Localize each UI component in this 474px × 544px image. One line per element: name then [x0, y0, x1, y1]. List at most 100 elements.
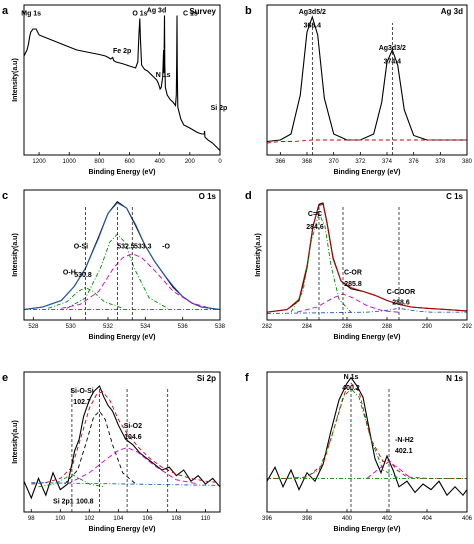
panel-f-xtick-label-4: 404 — [422, 516, 433, 522]
panel-f-xtick-label-1: 398 — [302, 516, 313, 522]
panel-b-series-1 — [266, 139, 467, 144]
panel-a-annotation-2: O 1s — [132, 11, 147, 18]
panel-f-xtick-label-2: 400 — [342, 516, 353, 522]
panel-c-series-2 — [48, 286, 124, 309]
panel-c-series-0 — [23, 200, 221, 311]
panel-f-frame — [266, 371, 468, 513]
panel-d-series-2 — [290, 212, 352, 313]
panel-f-xlabel: Binding Energy (eV) — [334, 526, 401, 533]
panel-e-xlabel: Binding Energy (eV) — [89, 526, 156, 533]
panel-d-series-3 — [296, 293, 400, 313]
panel-a: 1200 1000 800 600 400 200 0 a Survey Binding Ener… — [2, 4, 228, 176]
panel-b-xtick-label-7: 380 — [462, 159, 473, 165]
panel-b-letter: b — [245, 5, 252, 17]
panel-d-letter: d — [245, 190, 252, 202]
panel-a-annotation-6: Si 2p — [211, 105, 228, 112]
panel-c-series-1 — [23, 202, 221, 311]
panel-d-xtick-label-2: 286 — [342, 324, 353, 330]
panel-b-annotation-1: 368.4 — [304, 23, 322, 30]
panel-f-title: N 1s — [446, 374, 463, 383]
panel-e-letter: e — [2, 372, 8, 384]
panel-d-series-1 — [266, 203, 468, 313]
panel-a-xlabel: Binding Energy (eV) — [89, 169, 156, 176]
panel-d-series-0 — [266, 202, 468, 313]
panel-b-xtick-label-4: 374 — [382, 159, 393, 165]
panel-f-letter: f — [245, 372, 249, 384]
panel-c-xtick-label-2: 532 — [103, 324, 114, 330]
panel-f-annotation-3: 402.1 — [395, 448, 413, 455]
panel-e-annotation-0: Si-O-Si — [70, 388, 93, 395]
panel-e-xtick-label-3: 104 — [113, 516, 124, 522]
panel-d-annotation-3: 285.8 — [344, 281, 362, 288]
panel-a-title: Survey — [189, 7, 216, 16]
panel-a-xtick-label-1: 1000 — [63, 159, 77, 165]
panel-f: 396 398 400 402 404 406 f N 1s Binding Energy (e… — [245, 371, 473, 533]
panel-e-ylabel: Intensity(a.u) — [12, 420, 19, 464]
panel-e-annotation-5: 100.8 — [76, 499, 94, 506]
panel-d-annotation-5: 288.6 — [392, 299, 410, 306]
panel-c-xtick-label-3: 534 — [140, 324, 151, 330]
panel-d-title: C 1s — [446, 192, 463, 201]
panel-b-annotation-2: Ag3d3/2 — [379, 45, 406, 52]
panel-a-annotation-0: Mg 1s — [21, 11, 41, 18]
panel-e-annotation-3: 104.6 — [124, 434, 142, 441]
panel-b-xlabel: Binding Energy (eV) — [334, 169, 401, 176]
panel-e-series-1 — [31, 391, 221, 485]
panel-a-annotation-1: Fe 2p — [113, 48, 131, 55]
panel-e-frame — [23, 371, 221, 513]
panel-c-annotation-0: O-Si — [74, 244, 88, 251]
panel-c-frame — [23, 189, 221, 321]
panel-d-xtick-label-1: 284 — [302, 324, 313, 330]
panel-e-series-2 — [64, 410, 137, 485]
panel-b: 366 368 370 372 374 376 378 380 b Ag 3d Binding En… — [245, 4, 473, 176]
panel-a-xtick-label-0: 1200 — [32, 159, 46, 165]
panel-b-xtick-label-2: 370 — [329, 159, 340, 165]
panel-c: 528 530 532 534 536 538 c O 1s Binding Energy (e… — [2, 189, 226, 341]
panel-c-annotation-1: 532.5 — [117, 244, 135, 251]
panel-c-xlabel: Binding Energy (eV) — [89, 334, 156, 341]
panel-d-xtick-label-0: 282 — [262, 324, 273, 330]
panel-e-annotation-4: Si 2p1 — [53, 499, 74, 506]
panel-e-xtick-label-6: 110 — [201, 516, 211, 522]
panel-c-annotation-4: O-H — [63, 270, 76, 277]
panel-d-annotation-4: C-COOR — [387, 289, 415, 296]
panel-b-xtick-label-0: 366 — [275, 159, 286, 165]
panel-d: 282 284 286 288 290 292 d C 1s Binding Energy (e… — [245, 189, 473, 341]
panel-e-xtick-label-4: 106 — [142, 516, 153, 522]
panel-f-annotation-2: -N-H2 — [395, 437, 414, 444]
panel-c-annotation-3: -O — [162, 244, 170, 251]
panel-e-xtick-label-2: 102 — [84, 516, 95, 522]
panel-d-xtick-label-4: 290 — [422, 324, 433, 330]
panel-d-xtick-label-3: 288 — [382, 324, 393, 330]
panel-a-annotation-3: N 1s — [156, 72, 171, 79]
panel-c-xtick-label-1: 530 — [66, 324, 77, 330]
panel-e: 98 100 102 104 106 108 110 e Si 2p Binding Energy… — [2, 371, 221, 533]
panel-f-xtick-label-0: 396 — [262, 516, 273, 522]
panel-e-xtick-label-5: 108 — [171, 516, 182, 522]
panel-c-xtick-label-0: 528 — [28, 324, 39, 330]
panel-b-title: Ag 3d — [441, 7, 463, 16]
panel-d-annotation-2: C-OR — [344, 270, 362, 277]
panel-f-xtick-label-3: 402 — [382, 516, 393, 522]
panel-f-series-2 — [302, 388, 400, 479]
panel-c-ylabel: Intensity(a.u) — [12, 233, 19, 277]
panel-b-xtick-label-3: 372 — [355, 159, 366, 165]
panel-a-annotation-5: C 1s — [183, 11, 198, 18]
panel-b-annotation-3: 374.4 — [384, 59, 402, 66]
panel-f-xtick-label-5: 406 — [462, 516, 473, 522]
panel-d-xlabel: Binding Energy (eV) — [334, 334, 401, 341]
panel-c-series-4 — [61, 253, 211, 309]
panel-e-series-3 — [67, 447, 199, 485]
panel-e-xtick-label-0: 98 — [28, 516, 35, 522]
panel-c-annotation-2: 533.3 — [134, 244, 152, 251]
panel-e-annotation-2: Si-O2 — [124, 423, 142, 430]
panel-e-annotation-1: 102.7 — [73, 399, 91, 406]
panel-d-xtick-label-5: 292 — [462, 324, 473, 330]
panel-b-frame — [266, 4, 468, 156]
panel-f-series-1 — [267, 382, 467, 479]
panel-a-xtick-label-3: 600 — [125, 159, 136, 165]
panel-a-xtick-label-2: 800 — [94, 159, 105, 165]
panel-b-series-0 — [266, 15, 467, 143]
panel-a-letter: a — [2, 5, 9, 17]
